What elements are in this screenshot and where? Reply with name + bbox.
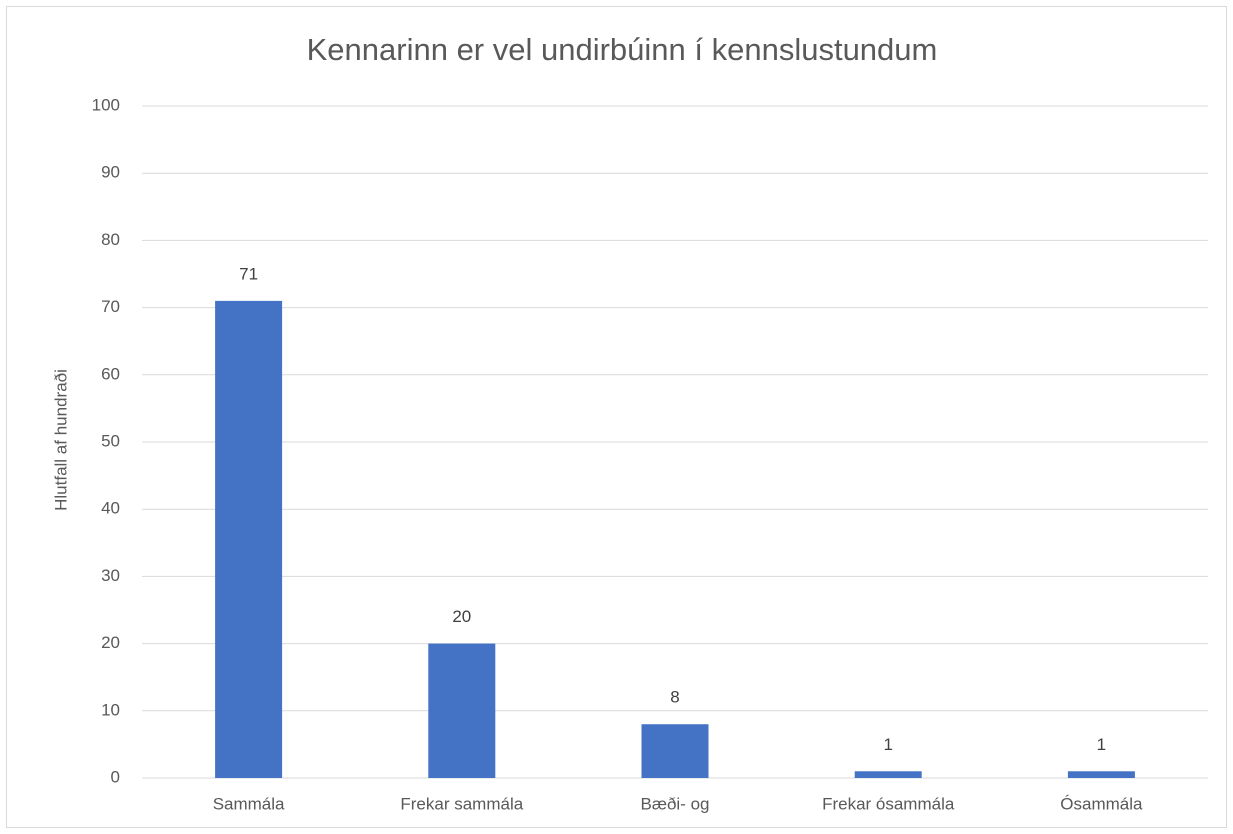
x-tick-label: Bæði- og [641, 794, 710, 813]
y-tick-label: 60 [101, 364, 120, 383]
bar [428, 643, 496, 778]
data-label: 20 [452, 607, 471, 626]
y-tick-label: 0 [111, 767, 120, 786]
chart-border [6, 6, 1227, 828]
bar [854, 771, 922, 778]
chart-title: Kennarinn er vel undirbúinn í kennslustu… [307, 32, 938, 67]
data-label: 71 [239, 264, 258, 283]
y-axis-label: Hlutfall af hundraði [51, 369, 70, 511]
data-label: 1 [883, 735, 892, 754]
x-tick-label: Frekar ósammála [822, 794, 955, 813]
bar [1067, 771, 1135, 778]
y-tick-label: 40 [101, 499, 120, 518]
data-label: 8 [670, 688, 679, 707]
x-tick-label: Sammála [213, 794, 285, 813]
bar [215, 300, 283, 778]
data-label: 1 [1097, 735, 1106, 754]
y-tick-label: 30 [101, 566, 120, 585]
y-tick-label: 20 [101, 633, 120, 652]
y-tick-label: 10 [101, 700, 120, 719]
x-tick-label: Frekar sammála [400, 794, 523, 813]
y-tick-label: 50 [101, 431, 120, 450]
bar [641, 724, 709, 778]
y-tick-label: 70 [101, 297, 120, 316]
y-tick-label: 100 [92, 95, 120, 114]
x-tick-label: Ósammála [1060, 794, 1143, 813]
y-tick-label: 80 [101, 230, 120, 249]
y-tick-label: 90 [101, 163, 120, 182]
